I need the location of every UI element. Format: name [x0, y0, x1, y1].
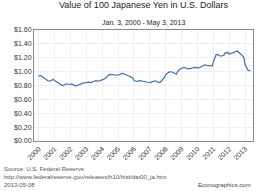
svg-text:2003: 2003 [74, 145, 90, 161]
svg-text:Econographics.com: Econographics.com [198, 182, 251, 188]
svg-text:2013: 2013 [232, 145, 248, 161]
svg-text:2001: 2001 [42, 145, 58, 161]
svg-text:2012: 2012 [216, 145, 232, 161]
svg-text:Jan. 3, 2000 - May 3, 2013: Jan. 3, 2000 - May 3, 2013 [102, 19, 185, 27]
svg-text:2006: 2006 [121, 145, 137, 161]
svg-text:2002: 2002 [58, 145, 74, 161]
svg-text:$1.60: $1.60 [14, 26, 32, 33]
svg-text:2011: 2011 [201, 145, 217, 161]
svg-text:$1.20: $1.20 [14, 54, 32, 61]
svg-text:2007: 2007 [137, 145, 153, 161]
svg-text:2008: 2008 [153, 145, 169, 161]
svg-text:Source: U.S. Federal Reserveht: Source: U.S. Federal Reservehttp://www.f… [4, 166, 166, 188]
svg-text:Value of 100 Japanese Yen in U: Value of 100 Japanese Yen in U.S. Dollar… [59, 0, 228, 10]
svg-text:$1.00: $1.00 [14, 68, 32, 75]
svg-text:2005: 2005 [105, 145, 121, 161]
svg-text:$0.40: $0.40 [14, 110, 32, 117]
svg-text:$0.00: $0.00 [14, 137, 32, 144]
svg-text:$0.20: $0.20 [14, 124, 32, 131]
svg-text:$0.80: $0.80 [14, 82, 32, 89]
svg-text:2010: 2010 [185, 145, 201, 161]
svg-text:2009: 2009 [169, 145, 185, 161]
svg-text:$1.40: $1.40 [14, 40, 32, 47]
svg-text:2004: 2004 [89, 145, 105, 161]
svg-text:$0.60: $0.60 [14, 96, 32, 103]
svg-text:2000: 2000 [26, 145, 42, 161]
